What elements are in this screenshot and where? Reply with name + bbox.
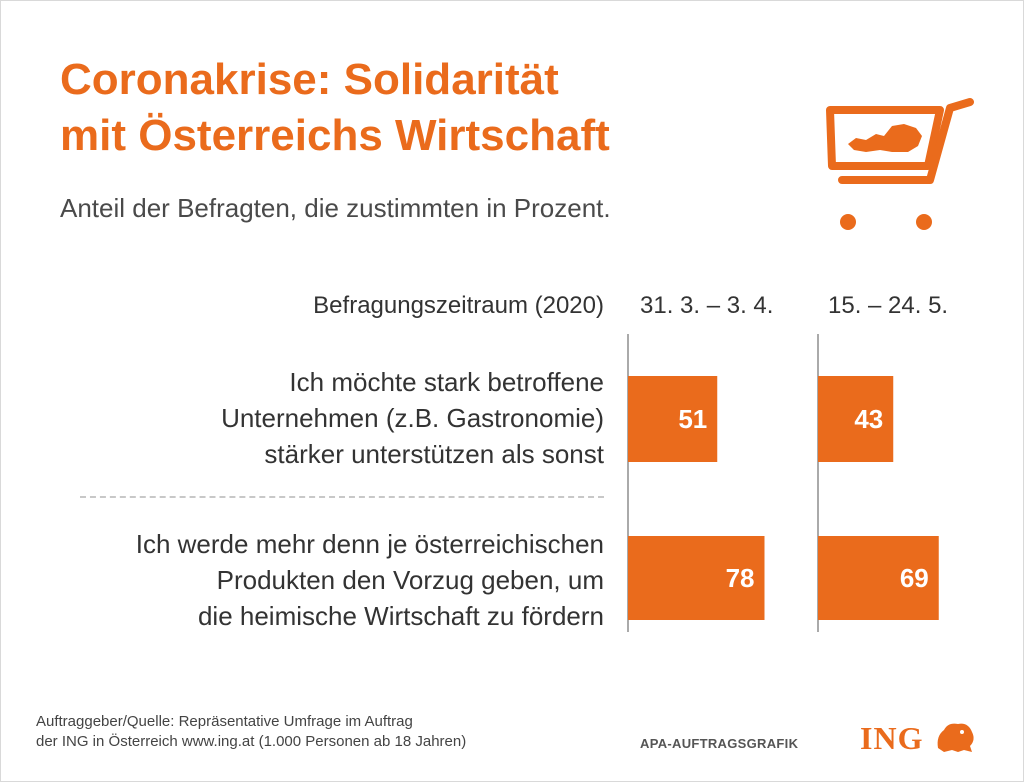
row-1-line-1: Ich möchte stark betroffene <box>289 367 604 397</box>
source-note: Auftraggeber/Quelle: Repräsentative Umfr… <box>36 712 466 752</box>
title-line-1: Coronakrise: Solidarität <box>60 55 559 104</box>
source-line-2: der ING in Österreich www.ing.at (1.000 … <box>36 733 467 750</box>
bar-value-row2-col1: 78 <box>726 563 755 593</box>
row-2-line-3: die heimische Wirtschaft zu fördern <box>197 601 604 631</box>
shopping-cart-icon <box>826 98 974 230</box>
bar-row1-col2 <box>818 376 894 462</box>
lion-icon <box>937 723 974 752</box>
bar-value-row1-col1: 51 <box>678 404 707 434</box>
bar-value-row2-col2: 69 <box>900 563 929 593</box>
row-1-line-3: stärker unterstützen als sonst <box>264 439 604 469</box>
period-label: Befragungszeitraum (2020) <box>313 292 604 319</box>
ing-logo: ING <box>860 720 923 757</box>
row-2-line-1: Ich werde mehr denn je österreichischen <box>135 529 604 559</box>
bar-row2-col1 <box>628 536 765 620</box>
column-header-1: 31. 3. – 3. 4. <box>640 292 774 319</box>
row-2-line-2: Produkten den Vorzug geben, um <box>216 565 604 595</box>
row-label-2: Ich werde mehr denn je österreichischen … <box>136 526 604 634</box>
chart-subtitle: Anteil der Befragten, die zustimmten in … <box>60 193 611 223</box>
row-divider <box>80 496 604 498</box>
row-label-1: Ich möchte stark betroffene Unternehmen … <box>221 364 604 472</box>
column-header-2: 15. – 24. 5. <box>828 292 949 319</box>
bar-value-row1-col2: 43 <box>854 404 883 434</box>
ing-logo-text: ING <box>860 720 924 756</box>
austria-map-icon <box>848 124 922 152</box>
bar-row2-col2 <box>818 536 939 620</box>
bar-row1-col1 <box>628 376 718 462</box>
chart-title: Coronakrise: Solidarität mit Österreichs… <box>60 52 610 164</box>
source-line-1: Auftraggeber/Quelle: Repräsentative Umfr… <box>36 713 413 730</box>
credit-label: APA-AUFTRAGSGRAFIK <box>640 736 799 751</box>
row-1-line-2: Unternehmen (z.B. Gastronomie) <box>221 403 604 433</box>
title-line-2: mit Österreichs Wirtschaft <box>60 111 610 160</box>
